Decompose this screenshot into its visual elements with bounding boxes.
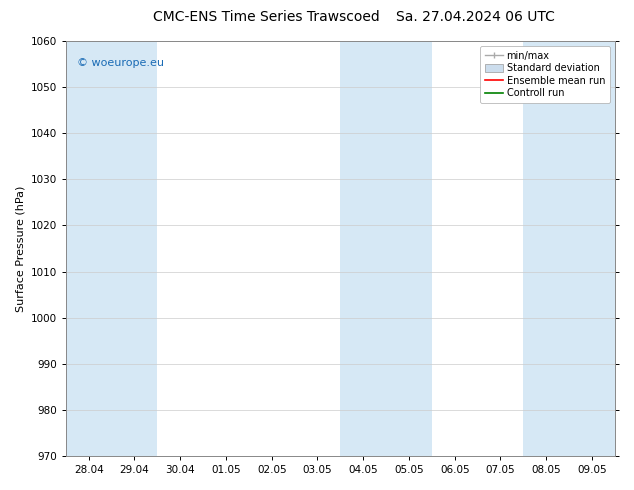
Bar [340,41,386,456]
Text: Sa. 27.04.2024 06 UTC: Sa. 27.04.2024 06 UTC [396,10,555,24]
Bar [112,41,157,456]
Bar [523,41,569,456]
Text: CMC-ENS Time Series Trawscoed: CMC-ENS Time Series Trawscoed [153,10,380,24]
Bar [569,41,615,456]
Bar [66,41,112,456]
Legend: min/max, Standard deviation, Ensemble mean run, Controll run: min/max, Standard deviation, Ensemble me… [481,46,610,103]
Bar [386,41,432,456]
Text: © woeurope.eu: © woeurope.eu [77,58,164,68]
Y-axis label: Surface Pressure (hPa): Surface Pressure (hPa) [15,185,25,312]
